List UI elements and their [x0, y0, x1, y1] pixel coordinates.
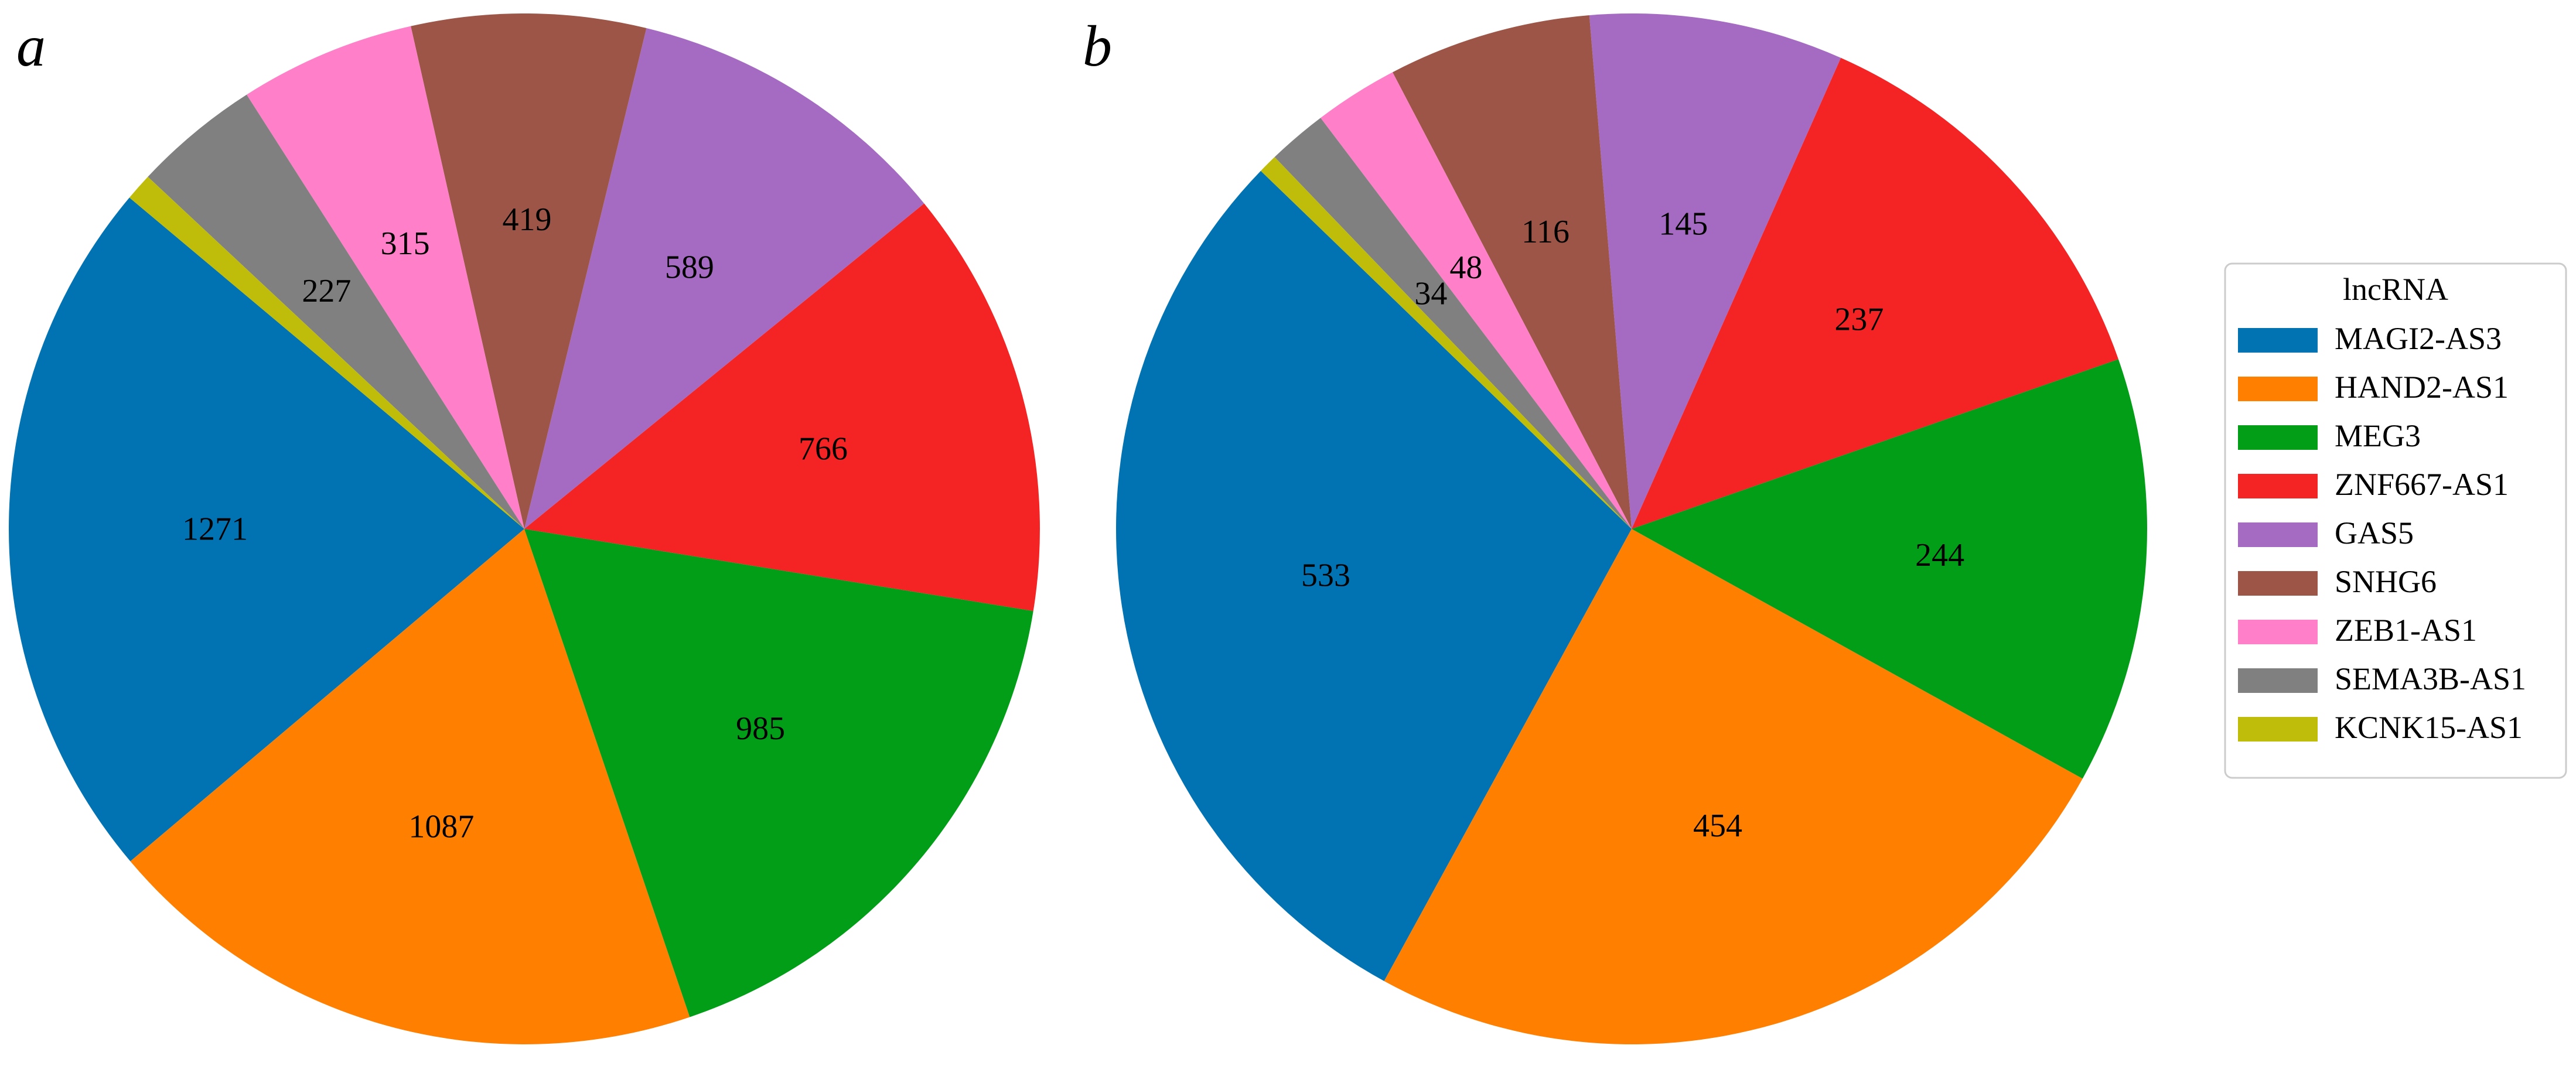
pie-b-label-sema3b-as1: 34	[1414, 275, 1447, 312]
legend-label-zeb1-as1: ZEB1-AS1	[2335, 613, 2477, 648]
legend-label-sema3b-as1: SEMA3B-AS1	[2335, 661, 2526, 696]
panel-label-b: b	[1083, 13, 1112, 78]
legend-swatch-hand2-as1	[2238, 377, 2318, 401]
legend-label-hand2-as1: HAND2-AS1	[2335, 370, 2509, 405]
panel-label-a: a	[16, 13, 46, 78]
legend-swatch-gas5	[2238, 522, 2318, 547]
pie-b-slice-meg3	[1632, 359, 2147, 779]
pie-b-label-gas5: 145	[1659, 206, 1708, 242]
pie-a-slice-sema3b-as1	[148, 94, 525, 529]
pie-a-slice-znf667-as1	[524, 203, 1040, 611]
pie-b-slice-sema3b-as1	[1274, 118, 1632, 529]
legend-label-kcnk15-as1: KCNK15-AS1	[2335, 710, 2523, 745]
pie-b-slice-gas5	[1589, 13, 1841, 529]
pie-a-label-gas5: 589	[665, 250, 714, 286]
legend-swatch-znf667-as1	[2238, 474, 2318, 498]
pie-b-slice-snhg6	[1392, 15, 1632, 529]
legend-label-magi2-as3: MAGI2-AS3	[2335, 321, 2502, 356]
pie-a-label-magi2-as3: 1271	[182, 511, 248, 548]
pie-a-label-hand2-as1: 1087	[408, 809, 474, 845]
pie-b-slice-magi2-as3	[1116, 170, 1632, 981]
pie-a-slice-hand2-as1	[130, 529, 690, 1044]
pie-a-slice-meg3	[524, 529, 1033, 1017]
pie-b-label-hand2-as1: 454	[1693, 808, 1742, 844]
pie-a-slice-magi2-as3	[8, 197, 525, 862]
pie-b-label-magi2-as3: 533	[1301, 557, 1350, 593]
legend-swatch-kcnk15-as1	[2238, 717, 2318, 742]
legend-swatch-sema3b-as1	[2238, 668, 2318, 693]
pie-chart-a: 1271 1087 985 766 589 419 315 227	[8, 13, 1040, 1044]
pie-b-slice-zeb1-as1	[1321, 72, 1632, 529]
legend-swatch-magi2-as3	[2238, 328, 2318, 353]
pie-b-label-znf667-as1: 237	[1834, 301, 1884, 337]
pie-b-slice-znf667-as1	[1632, 57, 2118, 529]
legend-label-znf667-as1: ZNF667-AS1	[2335, 467, 2509, 502]
pie-a-slice-kcnk15-as1	[129, 176, 525, 529]
legend-swatch-snhg6	[2238, 571, 2318, 596]
pie-a-slice-gas5	[524, 28, 924, 529]
legend-label-gas5: GAS5	[2335, 515, 2414, 551]
pie-a-label-snhg6: 419	[502, 201, 551, 238]
pie-a-label-zeb1-as1: 315	[381, 226, 430, 262]
pie-b-label-snhg6: 116	[1521, 214, 1570, 250]
pie-a-slice-snhg6	[411, 13, 647, 529]
pie-b-label-zeb1-as1: 48	[1449, 250, 1482, 286]
legend: lncRNA MAGI2-AS3 HAND2-AS1 MEG3 ZNF667-AS1 G…	[2224, 262, 2567, 779]
legend-label-meg3: MEG3	[2335, 418, 2421, 453]
pie-a-label-znf667-as1: 766	[799, 430, 848, 467]
pie-a-slice-zeb1-as1	[246, 26, 524, 529]
legend-swatch-zeb1-as1	[2238, 620, 2318, 644]
pie-b-slice-kcnk15-as1	[1260, 157, 1632, 529]
pie-b-label-meg3: 244	[1915, 537, 1964, 573]
legend-items: MAGI2-AS3 HAND2-AS1 MEG3 ZNF667-AS1 GAS5 SNHG…	[2238, 321, 2526, 745]
legend-swatch-meg3	[2238, 425, 2318, 450]
pie-a-label-meg3: 985	[736, 710, 785, 747]
legend-label-snhg6: SNHG6	[2335, 564, 2437, 599]
pie-b-slice-hand2-as1	[1384, 529, 2083, 1044]
legend-title: lncRNA	[2343, 272, 2448, 307]
pie-a-label-sema3b-as1: 227	[302, 273, 351, 309]
